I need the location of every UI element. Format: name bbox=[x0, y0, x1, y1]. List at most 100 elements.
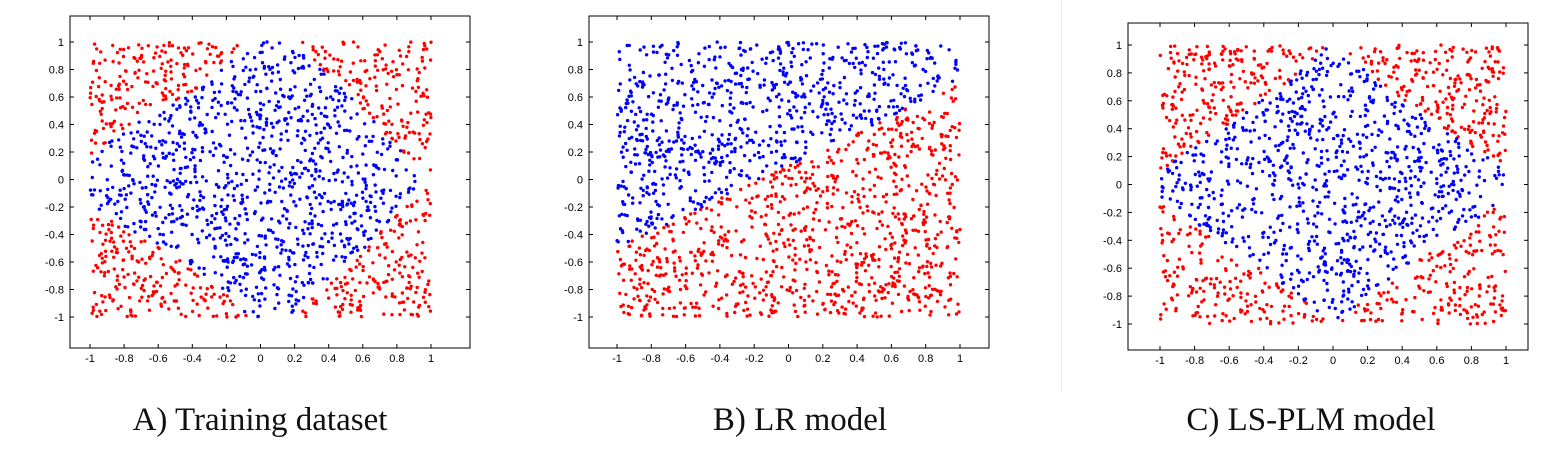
point-blue bbox=[145, 145, 149, 149]
point-blue bbox=[657, 204, 662, 208]
point-red bbox=[1194, 82, 1198, 86]
point-blue bbox=[866, 50, 870, 54]
point-blue bbox=[836, 45, 840, 49]
point-blue bbox=[1435, 148, 1440, 152]
point-blue bbox=[1392, 186, 1397, 191]
point-blue bbox=[719, 190, 724, 195]
point-red bbox=[380, 235, 384, 240]
point-red bbox=[1175, 274, 1180, 278]
point-blue bbox=[213, 203, 217, 208]
point-red bbox=[1198, 229, 1202, 233]
point-blue bbox=[345, 148, 350, 153]
point-blue bbox=[889, 99, 893, 103]
point-blue bbox=[269, 121, 274, 126]
point-blue bbox=[1278, 165, 1283, 170]
point-blue bbox=[364, 199, 368, 204]
point-red bbox=[99, 270, 103, 274]
point-red bbox=[1391, 300, 1395, 304]
point-red bbox=[371, 116, 376, 120]
point-blue bbox=[821, 88, 825, 92]
point-blue bbox=[947, 48, 951, 52]
point-blue bbox=[258, 101, 262, 106]
point-blue bbox=[1227, 136, 1231, 141]
point-red bbox=[351, 61, 355, 65]
point-blue bbox=[334, 131, 339, 135]
point-blue bbox=[243, 309, 247, 314]
point-red bbox=[1205, 102, 1210, 106]
point-blue bbox=[219, 255, 223, 259]
point-blue bbox=[139, 201, 143, 205]
point-red bbox=[622, 262, 627, 266]
point-red bbox=[404, 221, 409, 225]
point-red bbox=[1398, 56, 1402, 61]
point-red bbox=[325, 288, 329, 292]
point-blue bbox=[690, 84, 694, 88]
point-blue bbox=[798, 157, 802, 161]
point-blue bbox=[1396, 127, 1401, 131]
point-blue bbox=[1345, 150, 1350, 154]
point-blue bbox=[272, 163, 276, 167]
point-blue bbox=[225, 243, 229, 247]
point-blue bbox=[729, 123, 733, 128]
point-red bbox=[917, 269, 921, 274]
point-blue bbox=[1387, 176, 1391, 180]
point-blue bbox=[261, 148, 265, 152]
point-red bbox=[1451, 45, 1455, 50]
point-blue bbox=[864, 116, 868, 121]
point-blue bbox=[829, 107, 833, 111]
point-blue bbox=[855, 89, 859, 93]
point-red bbox=[1282, 52, 1286, 56]
point-red bbox=[661, 313, 665, 317]
point-red bbox=[1187, 244, 1191, 248]
point-red bbox=[903, 164, 907, 168]
point-blue bbox=[227, 234, 231, 239]
point-red bbox=[894, 185, 898, 189]
point-blue bbox=[663, 82, 668, 86]
point-red bbox=[89, 138, 94, 142]
point-red bbox=[893, 241, 897, 245]
point-red bbox=[1383, 61, 1387, 66]
point-blue bbox=[200, 95, 204, 100]
point-blue bbox=[287, 110, 291, 115]
point-blue bbox=[1285, 161, 1289, 165]
point-blue bbox=[1288, 205, 1292, 209]
point-blue bbox=[1323, 252, 1327, 256]
point-red bbox=[1209, 277, 1213, 281]
point-blue bbox=[337, 91, 342, 96]
point-red bbox=[140, 283, 145, 288]
point-red bbox=[881, 286, 885, 291]
point-red bbox=[889, 247, 894, 251]
scatter-points bbox=[88, 40, 433, 319]
point-blue bbox=[840, 117, 844, 122]
point-blue bbox=[265, 40, 269, 44]
point-red bbox=[825, 206, 830, 210]
point-blue bbox=[1341, 220, 1345, 224]
point-red bbox=[143, 239, 147, 243]
point-red bbox=[652, 289, 657, 294]
point-red bbox=[716, 242, 721, 246]
point-blue bbox=[350, 97, 354, 101]
point-red bbox=[624, 292, 628, 297]
point-blue bbox=[171, 103, 175, 107]
point-blue bbox=[258, 255, 262, 260]
point-red bbox=[618, 291, 622, 295]
point-blue bbox=[1444, 170, 1448, 174]
point-blue bbox=[1307, 127, 1312, 132]
point-blue bbox=[674, 176, 678, 180]
point-red bbox=[421, 295, 426, 299]
point-blue bbox=[1392, 111, 1396, 116]
point-blue bbox=[345, 151, 349, 155]
y-tick-label: 1 bbox=[577, 37, 583, 49]
point-blue bbox=[296, 129, 300, 133]
point-red bbox=[407, 280, 411, 285]
point-blue bbox=[1370, 132, 1374, 137]
point-blue bbox=[1418, 113, 1422, 117]
point-red bbox=[750, 225, 754, 229]
point-blue bbox=[829, 139, 834, 143]
point-red bbox=[1456, 74, 1460, 78]
point-blue bbox=[776, 47, 781, 51]
point-red bbox=[952, 271, 956, 276]
point-red bbox=[400, 83, 405, 88]
point-blue bbox=[1203, 214, 1208, 218]
point-blue bbox=[762, 78, 767, 82]
